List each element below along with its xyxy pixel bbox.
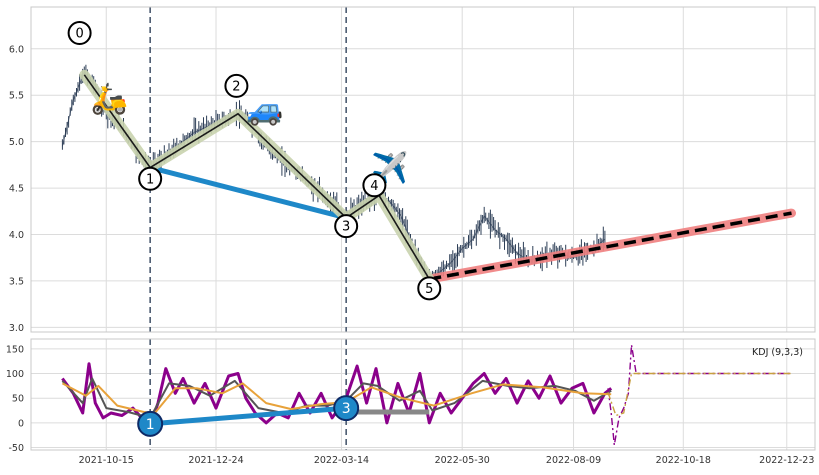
car-icon: 🚙 bbox=[246, 93, 283, 128]
kdj-y-tick-label: 150 bbox=[6, 344, 24, 355]
kdj-series-k-projection bbox=[607, 372, 792, 417]
kdj-y-tick-label: 100 bbox=[6, 369, 24, 380]
wave-label: 5 bbox=[425, 282, 433, 297]
wave-label-circle bbox=[224, 73, 249, 98]
x-tick-label: 2022-10-18 bbox=[656, 455, 711, 466]
x-tick-label: 2022-05-30 bbox=[435, 455, 490, 466]
kdj-marker-connector bbox=[147, 405, 349, 427]
panel-frames bbox=[30, 6, 816, 451]
axis-labels: 2021-10-15 2021-12-24 2022-03-14 2022-05-30… bbox=[6, 44, 815, 466]
x-tick-label: 2022-08-09 bbox=[546, 455, 601, 466]
kdj-wave-marker-label: 3 bbox=[342, 401, 351, 417]
kdj-panel-frame bbox=[30, 338, 816, 451]
kdj-y-tick-label: 50 bbox=[12, 394, 24, 405]
wave-label-circle bbox=[67, 21, 92, 45]
kdj-wave-marker bbox=[137, 410, 164, 437]
price-y-tick-label: 6.0 bbox=[9, 44, 24, 55]
wave-label-circle bbox=[138, 166, 163, 191]
wave-label: 3 bbox=[342, 220, 350, 235]
wave-label: 4 bbox=[370, 179, 378, 194]
price-y-tick-label: 4.0 bbox=[9, 230, 24, 241]
wave-label: 0 bbox=[75, 27, 83, 42]
price-y-tick-label: 4.5 bbox=[9, 184, 24, 195]
kdj-series-j-projection bbox=[607, 344, 792, 446]
wave-label-circle bbox=[417, 276, 442, 301]
wave-label: 2 bbox=[232, 79, 240, 94]
x-tick-label: 2022-03-14 bbox=[314, 455, 369, 466]
wave-label-circle bbox=[362, 173, 387, 198]
wave-label: 1 bbox=[146, 172, 154, 187]
wave-label-circle bbox=[334, 214, 359, 239]
kdj-wave-marker bbox=[333, 395, 360, 422]
kdj-y-tick-label: -50 bbox=[8, 443, 24, 454]
scooter-icon: 🛵 bbox=[91, 81, 128, 116]
price-panel-frame bbox=[30, 6, 816, 333]
kdj-wave-marker-label: 1 bbox=[146, 417, 155, 433]
wave-path bbox=[83, 74, 430, 280]
price-y-tick-label: 5.0 bbox=[9, 137, 24, 148]
kdj-y-tick-label: 0 bbox=[18, 418, 24, 429]
trend-line bbox=[428, 211, 792, 281]
kdj-panel bbox=[61, 339, 792, 450]
kdj-legend: KDJ (9,3,3) bbox=[752, 347, 803, 358]
kdj-series-d bbox=[61, 382, 612, 414]
x-tick-label: 2021-12-24 bbox=[188, 455, 243, 466]
price-y-tick-label: 5.5 bbox=[9, 91, 24, 102]
x-tick-label: 2021-10-15 bbox=[79, 455, 134, 466]
price-y-tick-label: 3.0 bbox=[9, 323, 24, 334]
wave-connector-1-3 bbox=[147, 165, 349, 221]
price-y-tick-label: 3.5 bbox=[9, 276, 24, 287]
x-tick-label: 2022-12-23 bbox=[759, 455, 814, 466]
